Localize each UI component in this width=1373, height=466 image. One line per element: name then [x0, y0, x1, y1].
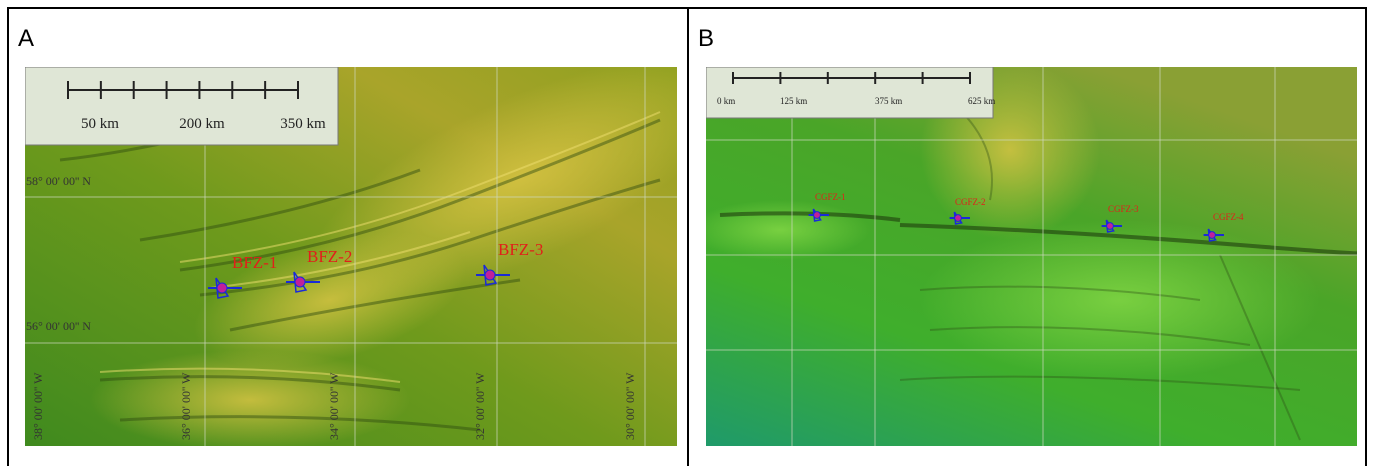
- station-label: CGFZ-2: [955, 197, 986, 207]
- station-label: BFZ-3: [498, 240, 543, 259]
- scale-label: 125 km: [780, 96, 807, 106]
- scale-box: [706, 67, 993, 118]
- scale-box: [25, 67, 338, 145]
- station-marker: [1209, 232, 1216, 239]
- latitude-label: 56° 00' 00'' N: [26, 319, 91, 333]
- longitude-label: 32° 00' 00'' W: [473, 372, 487, 440]
- station-marker: [1107, 223, 1114, 230]
- scale-label: 200 km: [179, 116, 225, 132]
- longitude-label: 30° 00' 00'' W: [623, 372, 637, 440]
- station-label: CGFZ-4: [1213, 212, 1244, 222]
- station-label: BFZ-1: [232, 253, 277, 272]
- scale-label: 0 km: [717, 96, 735, 106]
- station-marker: [485, 270, 495, 280]
- figure: 50 km 200 km 350 km 58° 00' 00'' N 56° 00' 0…: [0, 0, 1373, 466]
- station-label: CGFZ-1: [815, 192, 846, 202]
- latitude-label: 58° 00' 00'' N: [26, 174, 91, 188]
- station-marker: [814, 212, 821, 219]
- scale-label: 625 km: [968, 96, 995, 106]
- longitude-label: 38° 00' 00'' W: [31, 372, 45, 440]
- scale-label: 375 km: [875, 96, 902, 106]
- station-marker: [955, 215, 962, 222]
- scale-label: 50 km: [81, 116, 119, 132]
- station-label: BFZ-2: [307, 247, 352, 266]
- figure-canvas: 50 km 200 km 350 km 58° 00' 00'' N 56° 00' 0…: [0, 0, 1373, 466]
- panel-label: A: [18, 25, 34, 52]
- station-label: CGFZ-3: [1108, 204, 1139, 214]
- station-marker: [295, 277, 305, 287]
- longitude-label: 34° 00' 00'' W: [327, 372, 341, 440]
- panel-label: B: [698, 25, 714, 52]
- scale-label: 350 km: [280, 116, 326, 132]
- station-marker: [217, 283, 227, 293]
- longitude-label: 36° 00' 00'' W: [179, 372, 193, 440]
